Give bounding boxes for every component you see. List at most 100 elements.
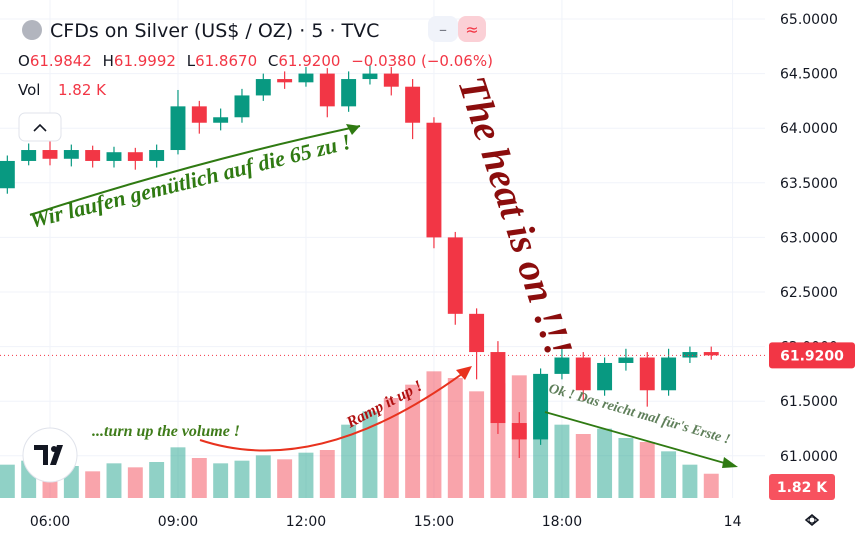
settings-icon[interactable] <box>804 514 820 526</box>
volume-note: ...turn up the volume ! <box>92 423 240 440</box>
volume-bar <box>234 460 250 498</box>
candle-body <box>277 79 293 83</box>
o-value: 61.9842 <box>30 52 92 70</box>
vol-label: Vol <box>18 81 40 99</box>
candle-body <box>511 423 527 440</box>
candle-body <box>63 150 79 159</box>
tv-logo[interactable] <box>22 427 78 483</box>
candle-body <box>362 73 378 80</box>
candle-body <box>661 357 677 391</box>
settings-icon-center <box>808 516 816 524</box>
candle-body <box>469 313 485 353</box>
x-tick-label: 15:00 <box>414 514 454 530</box>
x-tick-label: 14 <box>724 514 742 530</box>
volume-bar <box>255 455 271 498</box>
collapse-button[interactable] <box>428 16 458 42</box>
candle-body <box>149 150 165 161</box>
candle-body <box>533 373 549 440</box>
minus-icon: – <box>439 20 447 39</box>
y-tick-label: 63.0000 <box>780 230 838 246</box>
candle-body <box>42 150 58 159</box>
uptrend-arrow <box>29 125 361 216</box>
y-tick-label: 65.0000 <box>780 12 838 28</box>
y-tick-label: 62.5000 <box>780 285 838 301</box>
candle-body <box>447 237 463 314</box>
compare-button[interactable] <box>458 16 486 42</box>
h-value: 61.9992 <box>114 52 176 70</box>
candle-body <box>426 122 442 238</box>
volume-bar <box>682 464 698 498</box>
last-price-tag <box>769 342 855 369</box>
volume-bar <box>106 463 122 498</box>
candle-body <box>0 160 15 189</box>
last-volume-label: 1.82 K <box>777 480 828 496</box>
y-tick-label: 64.0000 <box>780 121 838 137</box>
volume-bar <box>405 384 421 498</box>
plot-area <box>0 0 765 498</box>
candle-body <box>191 106 207 123</box>
o-label: O <box>18 52 30 70</box>
volume-bar <box>639 442 655 498</box>
volume-bar <box>191 458 207 498</box>
candle-body <box>127 152 143 161</box>
y-tick-label: 61.0000 <box>780 449 838 465</box>
volume-bar <box>298 452 314 498</box>
candle-body <box>383 73 399 87</box>
ohlc: O61.9842 H61.9992 L61.8670 C61.9200 −0.0… <box>18 52 493 70</box>
candle-body <box>21 150 37 161</box>
last-volume-tag <box>769 474 835 500</box>
candle-body <box>575 357 591 391</box>
candle-body <box>213 117 229 123</box>
symbol-title: CFDs on Silver (US$ / OZ) · 5 · TVC <box>50 20 379 42</box>
change: −0.0380 (−0.06%) <box>351 52 493 70</box>
volume-bar <box>127 467 143 498</box>
tv-logo-dot <box>51 446 57 452</box>
volume-bar <box>661 451 677 498</box>
volume-bar <box>0 464 15 498</box>
volume-bar <box>319 450 335 498</box>
candle-body <box>319 73 335 107</box>
collapse-legend-button[interactable] <box>18 112 62 142</box>
candle-body <box>298 73 314 83</box>
chevron-icon <box>33 123 47 132</box>
candle-body <box>255 79 271 96</box>
compare-icon: ≈ <box>465 20 478 39</box>
candle-body <box>106 152 122 161</box>
arrow-head <box>456 366 472 380</box>
x-tick-label: 09:00 <box>158 514 198 530</box>
volume-bar <box>341 424 357 498</box>
vol-value: 1.82 K <box>58 81 107 99</box>
volume-bar <box>149 462 165 498</box>
volume-bar <box>213 463 229 498</box>
candle-body <box>554 357 570 374</box>
l-label: L <box>187 52 196 70</box>
x-tick-label: 12:00 <box>286 514 326 530</box>
candle-body <box>170 106 186 151</box>
candle-body <box>85 150 101 161</box>
volume-bar <box>362 411 378 498</box>
candle-body <box>341 79 357 107</box>
h-label: H <box>103 52 114 70</box>
ramp-arrow <box>199 367 471 452</box>
y-tick-label: 63.5000 <box>780 176 838 192</box>
volume-bar <box>383 398 399 498</box>
candle-body <box>682 352 698 358</box>
symbol-icon <box>22 20 42 40</box>
volume-bar <box>426 371 442 498</box>
volume-bar <box>597 428 613 498</box>
volume-bar <box>277 459 293 498</box>
volume-bar <box>447 378 463 498</box>
l-value: 61.8670 <box>195 52 257 70</box>
volume-bar <box>618 438 634 498</box>
candle-body <box>405 86 421 123</box>
arrow-head <box>722 457 738 468</box>
y-tick-label: 64.5000 <box>780 67 838 83</box>
ok-arrow <box>544 411 736 467</box>
last-price-label: 61.9200 <box>780 348 844 364</box>
volume-bar <box>85 471 101 498</box>
y-tick-label: 61.5000 <box>780 394 838 410</box>
candle-body <box>703 352 719 356</box>
volume-bar <box>469 391 485 498</box>
